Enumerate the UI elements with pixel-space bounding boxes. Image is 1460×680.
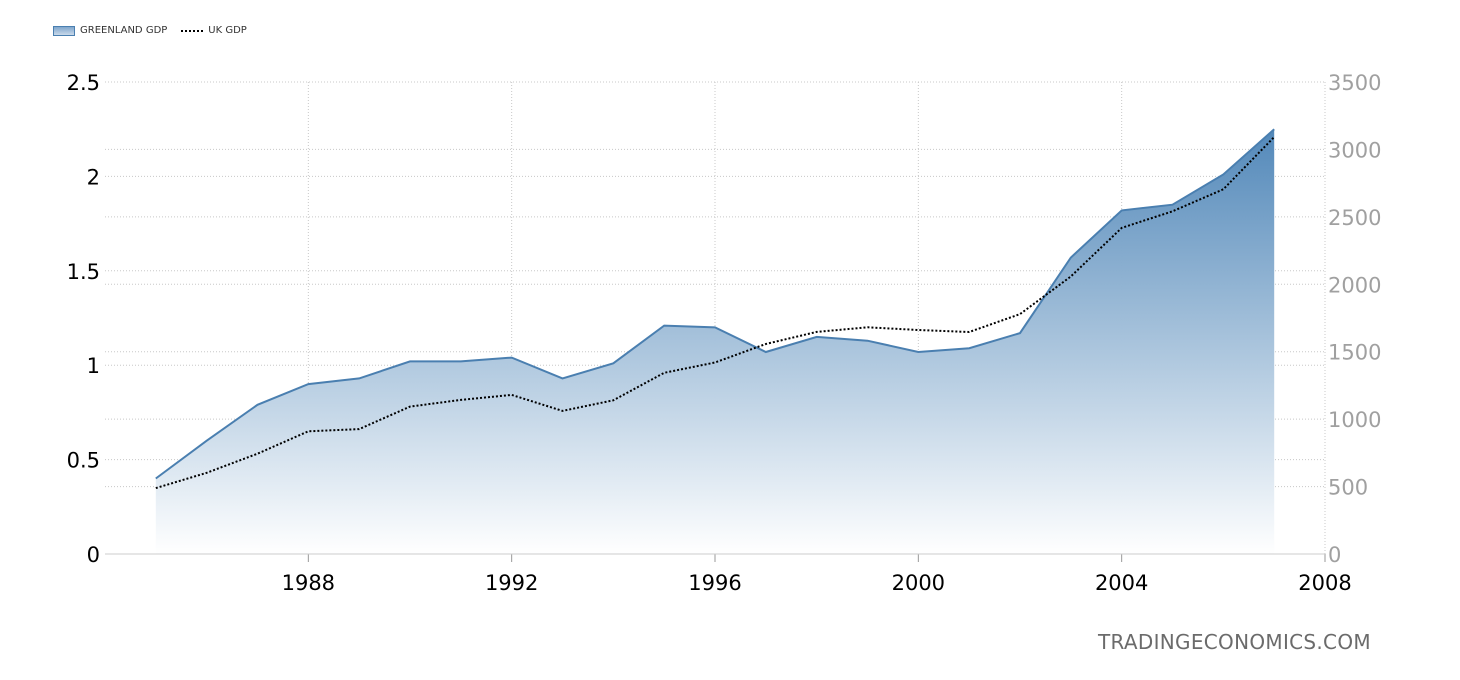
legend-item-greenland[interactable]: GREENLAND GDP: [53, 25, 167, 36]
y-right-tick-label: 3500: [1328, 71, 1381, 95]
uk-point[interactable]: [610, 397, 616, 403]
legend-label-uk: UK GDP: [208, 25, 247, 36]
uk-point[interactable]: [966, 329, 972, 335]
y-left-tick-label: 1.5: [67, 260, 100, 284]
uk-point[interactable]: [1119, 225, 1125, 231]
y-left-tick-label: 2.5: [67, 71, 100, 95]
x-tick-label: 1988: [282, 571, 335, 595]
y-right-tick-label: 0: [1328, 543, 1341, 567]
uk-point[interactable]: [865, 324, 871, 330]
uk-point[interactable]: [814, 329, 820, 335]
y-right-tick-label: 2500: [1328, 206, 1381, 230]
greenland-point[interactable]: [509, 355, 515, 361]
legend-swatch-greenland: [53, 25, 75, 36]
greenland-point[interactable]: [1119, 207, 1125, 213]
uk-point[interactable]: [1170, 208, 1176, 214]
x-tick-label: 1996: [688, 571, 741, 595]
x-tick-label: 1992: [485, 571, 538, 595]
y-left-tick-label: 2: [87, 165, 100, 189]
uk-point[interactable]: [153, 485, 159, 491]
greenland-point[interactable]: [712, 324, 718, 330]
greenland-line: [155, 128, 1275, 480]
greenland-point[interactable]: [865, 338, 871, 344]
greenland-point[interactable]: [407, 358, 413, 364]
y-right-tick-label: 2000: [1328, 273, 1381, 297]
greenland-point[interactable]: [610, 360, 616, 366]
greenland-point[interactable]: [153, 475, 159, 481]
uk-point[interactable]: [255, 451, 261, 457]
greenland-point[interactable]: [763, 349, 769, 355]
uk-point[interactable]: [915, 327, 921, 333]
legend-label-greenland: GREENLAND GDP: [80, 25, 168, 36]
uk-point[interactable]: [712, 360, 718, 366]
y-right-tick-label: 1500: [1328, 341, 1381, 365]
uk-point[interactable]: [458, 397, 464, 403]
watermark: TRADINGECONOMICS.COM: [1098, 630, 1371, 654]
legend-swatch-uk: [181, 29, 204, 32]
greenland-point[interactable]: [1017, 330, 1023, 336]
uk-point[interactable]: [763, 341, 769, 347]
uk-point[interactable]: [204, 470, 210, 476]
greenland-point[interactable]: [1220, 172, 1226, 178]
uk-line: [155, 136, 1275, 490]
uk-point[interactable]: [1271, 134, 1277, 140]
greenland-point[interactable]: [356, 375, 362, 381]
axes: 0 0.5 1 1.5 2 2.5 0 500 1000 1500 2000 2500 3000 3500…: [67, 71, 1382, 595]
y-left-tick-label: 1: [87, 354, 100, 378]
greenland-point[interactable]: [661, 323, 667, 329]
y-left-tick-label: 0.5: [67, 449, 100, 473]
uk-point[interactable]: [1220, 186, 1226, 192]
greenland-point[interactable]: [966, 345, 972, 351]
y-right-tick-label: 3000: [1328, 138, 1381, 162]
uk-point[interactable]: [1068, 273, 1074, 279]
greenland-point[interactable]: [915, 349, 921, 355]
x-tick-label: 2000: [892, 571, 945, 595]
uk-point[interactable]: [509, 392, 515, 398]
greenland-point[interactable]: [204, 438, 210, 444]
uk-point[interactable]: [407, 404, 413, 410]
uk-point[interactable]: [661, 370, 667, 376]
uk-point[interactable]: [305, 428, 311, 434]
greenland-area-fill: [155, 129, 1275, 554]
legend-item-uk[interactable]: UK GDP: [181, 25, 247, 36]
y-right-tick-label: 1000: [1328, 408, 1381, 432]
greenland-point[interactable]: [1068, 255, 1074, 261]
uk-point[interactable]: [560, 408, 566, 414]
greenland-gdp-series: [153, 126, 1277, 554]
x-tick-label: 2004: [1095, 571, 1148, 595]
x-tick-label: 2008: [1298, 571, 1351, 595]
greenland-point[interactable]: [560, 375, 566, 381]
greenland-point[interactable]: [1170, 202, 1176, 208]
y-right-tick-label: 500: [1328, 476, 1368, 500]
uk-point[interactable]: [356, 426, 362, 432]
greenland-point[interactable]: [305, 381, 311, 387]
uk-gdp-series: [153, 134, 1277, 491]
greenland-point[interactable]: [255, 402, 261, 408]
greenland-point[interactable]: [458, 358, 464, 364]
uk-point[interactable]: [1017, 311, 1023, 317]
chart-legend: GREENLAND GDP UK GDP: [53, 25, 261, 36]
greenland-point[interactable]: [1271, 126, 1277, 132]
y-left-tick-label: 0: [87, 543, 100, 567]
